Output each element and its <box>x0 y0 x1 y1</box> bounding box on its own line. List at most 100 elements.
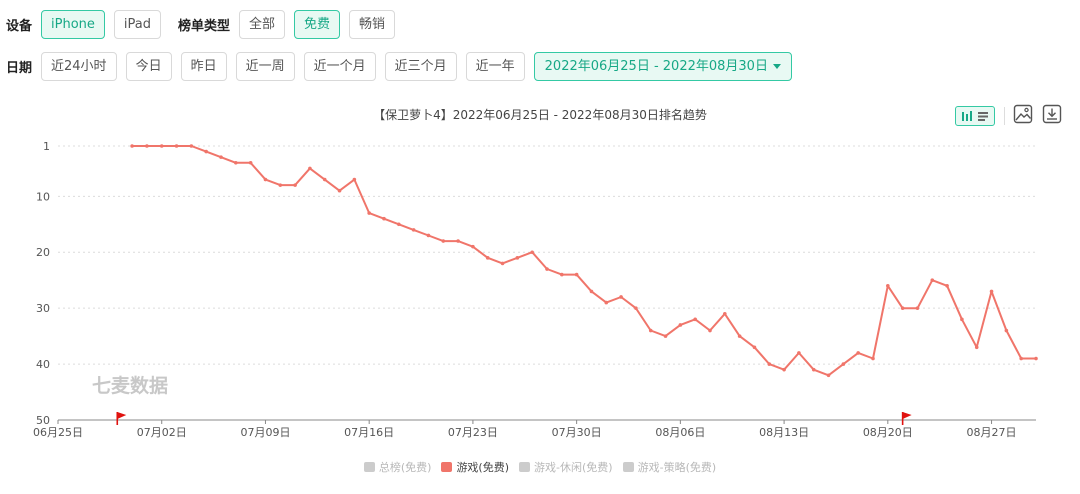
flag-icon[interactable] <box>116 412 127 425</box>
data-point[interactable] <box>426 233 431 238</box>
download-icon[interactable] <box>1042 104 1062 128</box>
data-point[interactable] <box>278 183 283 187</box>
data-point[interactable] <box>723 311 727 316</box>
data-point[interactable] <box>663 334 668 338</box>
data-point[interactable] <box>189 144 194 148</box>
data-point[interactable] <box>1004 328 1009 333</box>
data-point[interactable] <box>471 244 475 249</box>
data-point[interactable] <box>574 272 579 277</box>
data-point[interactable] <box>678 323 683 327</box>
data-point[interactable] <box>500 261 505 266</box>
data-point[interactable] <box>441 239 446 243</box>
x-tick-label: 07月02日 <box>137 426 187 439</box>
date-button-yesterday[interactable]: 昨日 <box>180 52 227 81</box>
legend-item[interactable]: 游戏-策略(免费) <box>622 459 717 475</box>
device-button-ipad[interactable]: iPad <box>113 10 161 39</box>
chart-type-label: 榜单类型 <box>178 19 231 34</box>
data-point[interactable] <box>945 283 949 288</box>
data-point[interactable] <box>915 306 920 310</box>
legend-label: 游戏-策略(免费) <box>637 461 717 474</box>
data-point[interactable] <box>604 300 609 305</box>
y-tick-label: 20 <box>36 246 50 259</box>
y-tick-label: 40 <box>36 358 50 371</box>
data-point[interactable] <box>219 155 223 159</box>
x-tick-label: 08月13日 <box>759 426 809 439</box>
date-range-dropdown[interactable]: 2022年06月25日 - 2022年08月30日 <box>533 52 792 81</box>
date-button-three-months[interactable]: 近三个月 <box>384 52 457 81</box>
data-point[interactable] <box>974 345 979 350</box>
flag-icon[interactable] <box>901 412 912 425</box>
data-point[interactable] <box>234 160 238 165</box>
data-point[interactable] <box>767 362 772 366</box>
chart-type-button-free[interactable]: 免费 <box>294 10 341 39</box>
data-point[interactable] <box>960 317 964 322</box>
date-button-week[interactable]: 近一周 <box>235 52 295 81</box>
data-point[interactable] <box>826 373 831 378</box>
data-point[interactable] <box>337 188 342 193</box>
legend-swatch <box>622 462 634 472</box>
data-point[interactable] <box>308 166 312 171</box>
legend-swatch <box>519 462 531 472</box>
series-line-game-free[interactable] <box>132 145 1036 377</box>
data-point[interactable] <box>159 144 164 148</box>
data-point[interactable] <box>367 211 371 215</box>
data-point[interactable] <box>886 283 890 288</box>
legend-label: 游戏(免费) <box>456 461 510 474</box>
data-point[interactable] <box>545 267 549 271</box>
data-point[interactable] <box>1019 356 1023 361</box>
bar-line-toggle-icon[interactable] <box>955 106 995 126</box>
data-point[interactable] <box>352 177 357 182</box>
x-tick-label: 07月23日 <box>448 426 498 439</box>
data-point[interactable] <box>382 216 386 221</box>
data-point[interactable] <box>322 177 327 182</box>
data-point[interactable] <box>515 256 520 260</box>
x-tick-label: 06月25日 <box>33 426 83 439</box>
chart-type-button-all[interactable]: 全部 <box>239 10 286 39</box>
data-point[interactable] <box>411 228 416 232</box>
legend-item[interactable]: 游戏(免费) <box>441 459 509 475</box>
chart-type-button-grossing[interactable]: 畅销 <box>349 10 396 39</box>
toolbar-divider <box>1004 107 1005 125</box>
data-point[interactable] <box>174 144 179 148</box>
rank-trend-chart: 1 10 20 30 40 50 06月25日 07月02日 07月09日 07月16日 07月2… <box>33 140 1038 439</box>
data-point[interactable] <box>782 367 786 372</box>
data-point[interactable] <box>930 278 935 283</box>
data-point[interactable] <box>693 317 697 322</box>
legend-item[interactable]: 游戏-休闲(免费) <box>519 459 613 475</box>
data-point[interactable] <box>1034 356 1038 361</box>
data-point[interactable] <box>871 356 875 361</box>
legend-item[interactable]: 总榜(免费) <box>363 459 431 475</box>
date-button-month[interactable]: 近一个月 <box>303 52 376 81</box>
data-point[interactable] <box>708 328 712 333</box>
date-label: 日期 <box>6 61 33 76</box>
data-point[interactable] <box>856 351 860 355</box>
data-point[interactable] <box>145 144 149 148</box>
data-point[interactable] <box>456 239 460 243</box>
data-point[interactable] <box>737 334 742 338</box>
data-point[interactable] <box>797 351 801 355</box>
date-button-24h[interactable]: 近24小时 <box>41 52 117 81</box>
data-point[interactable] <box>560 272 564 277</box>
data-point[interactable] <box>248 160 253 165</box>
data-point[interactable] <box>130 144 134 148</box>
data-point[interactable] <box>634 306 638 310</box>
data-point[interactable] <box>485 256 490 260</box>
data-point[interactable] <box>397 222 401 227</box>
device-button-iphone[interactable]: iPhone <box>41 10 105 39</box>
data-point[interactable] <box>204 149 208 154</box>
data-point[interactable] <box>293 183 297 187</box>
data-point[interactable] <box>989 289 994 294</box>
data-point[interactable] <box>263 177 268 182</box>
data-point[interactable] <box>619 295 623 299</box>
data-point[interactable] <box>530 250 534 255</box>
data-point[interactable] <box>752 345 757 350</box>
data-point[interactable] <box>811 367 816 372</box>
data-point[interactable] <box>648 328 653 333</box>
data-point[interactable] <box>900 306 905 310</box>
chart-legend: 总榜(免费) 游戏(免费) 游戏-休闲(免费) 游戏-策略(免费) <box>0 459 1080 475</box>
image-icon[interactable] <box>1013 104 1033 128</box>
data-point[interactable] <box>841 362 846 366</box>
date-button-today[interactable]: 今日 <box>125 52 172 81</box>
data-point[interactable] <box>589 289 594 294</box>
date-button-year[interactable]: 近一年 <box>465 52 525 81</box>
